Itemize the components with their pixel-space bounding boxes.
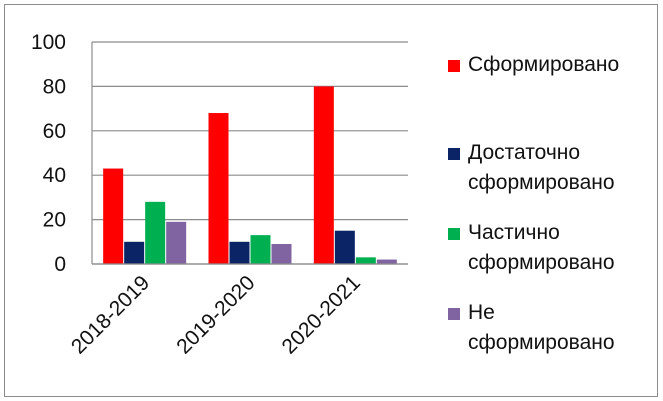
y-axis-ticks: 0 20 40 60 80 100 [31, 31, 66, 276]
bar-2019-2020-2 [229, 241, 250, 264]
bar-2018-2019-4 [166, 221, 187, 264]
bar-2020-2021-1 [313, 86, 334, 265]
bar-2018-2019-1 [103, 168, 124, 264]
y-tick-label: 100 [31, 31, 66, 54]
legend-label: Достаточно сформировано [468, 141, 615, 194]
legend-label: Сформировано [468, 53, 620, 76]
gridlines [91, 41, 408, 265]
y-tick-label: 40 [43, 164, 66, 187]
bar-2019-2020-1 [208, 113, 229, 264]
bar-2020-2021-2 [334, 230, 355, 264]
legend-label: Не сформировано [468, 301, 615, 354]
y-tick-label: 0 [54, 253, 66, 276]
bar-2019-2020-3 [250, 235, 271, 264]
legend-swatch [448, 148, 460, 160]
x-tick-label: 2019-2020 [172, 271, 259, 358]
legend-swatch [448, 60, 460, 72]
bar-2020-2021-4 [376, 259, 397, 264]
x-tick-label: 2020-2021 [278, 271, 365, 358]
bar-2018-2019-2 [124, 241, 145, 264]
y-tick-label: 60 [43, 120, 66, 143]
legend-swatch [448, 228, 460, 240]
y-tick-label: 20 [43, 209, 66, 232]
legend-label: Частично сформировано [468, 221, 615, 274]
bar-2018-2019-3 [145, 201, 166, 264]
bar-2020-2021-3 [355, 257, 376, 264]
bars [92, 86, 408, 265]
bar-2019-2020-4 [271, 244, 292, 264]
y-tick-label: 80 [43, 75, 66, 98]
x-tick-label: 2018-2019 [67, 271, 154, 358]
x-axis-ticks: 2018-2019 2019-2020 2020-2021 [67, 271, 365, 358]
legend-swatch [448, 308, 460, 320]
